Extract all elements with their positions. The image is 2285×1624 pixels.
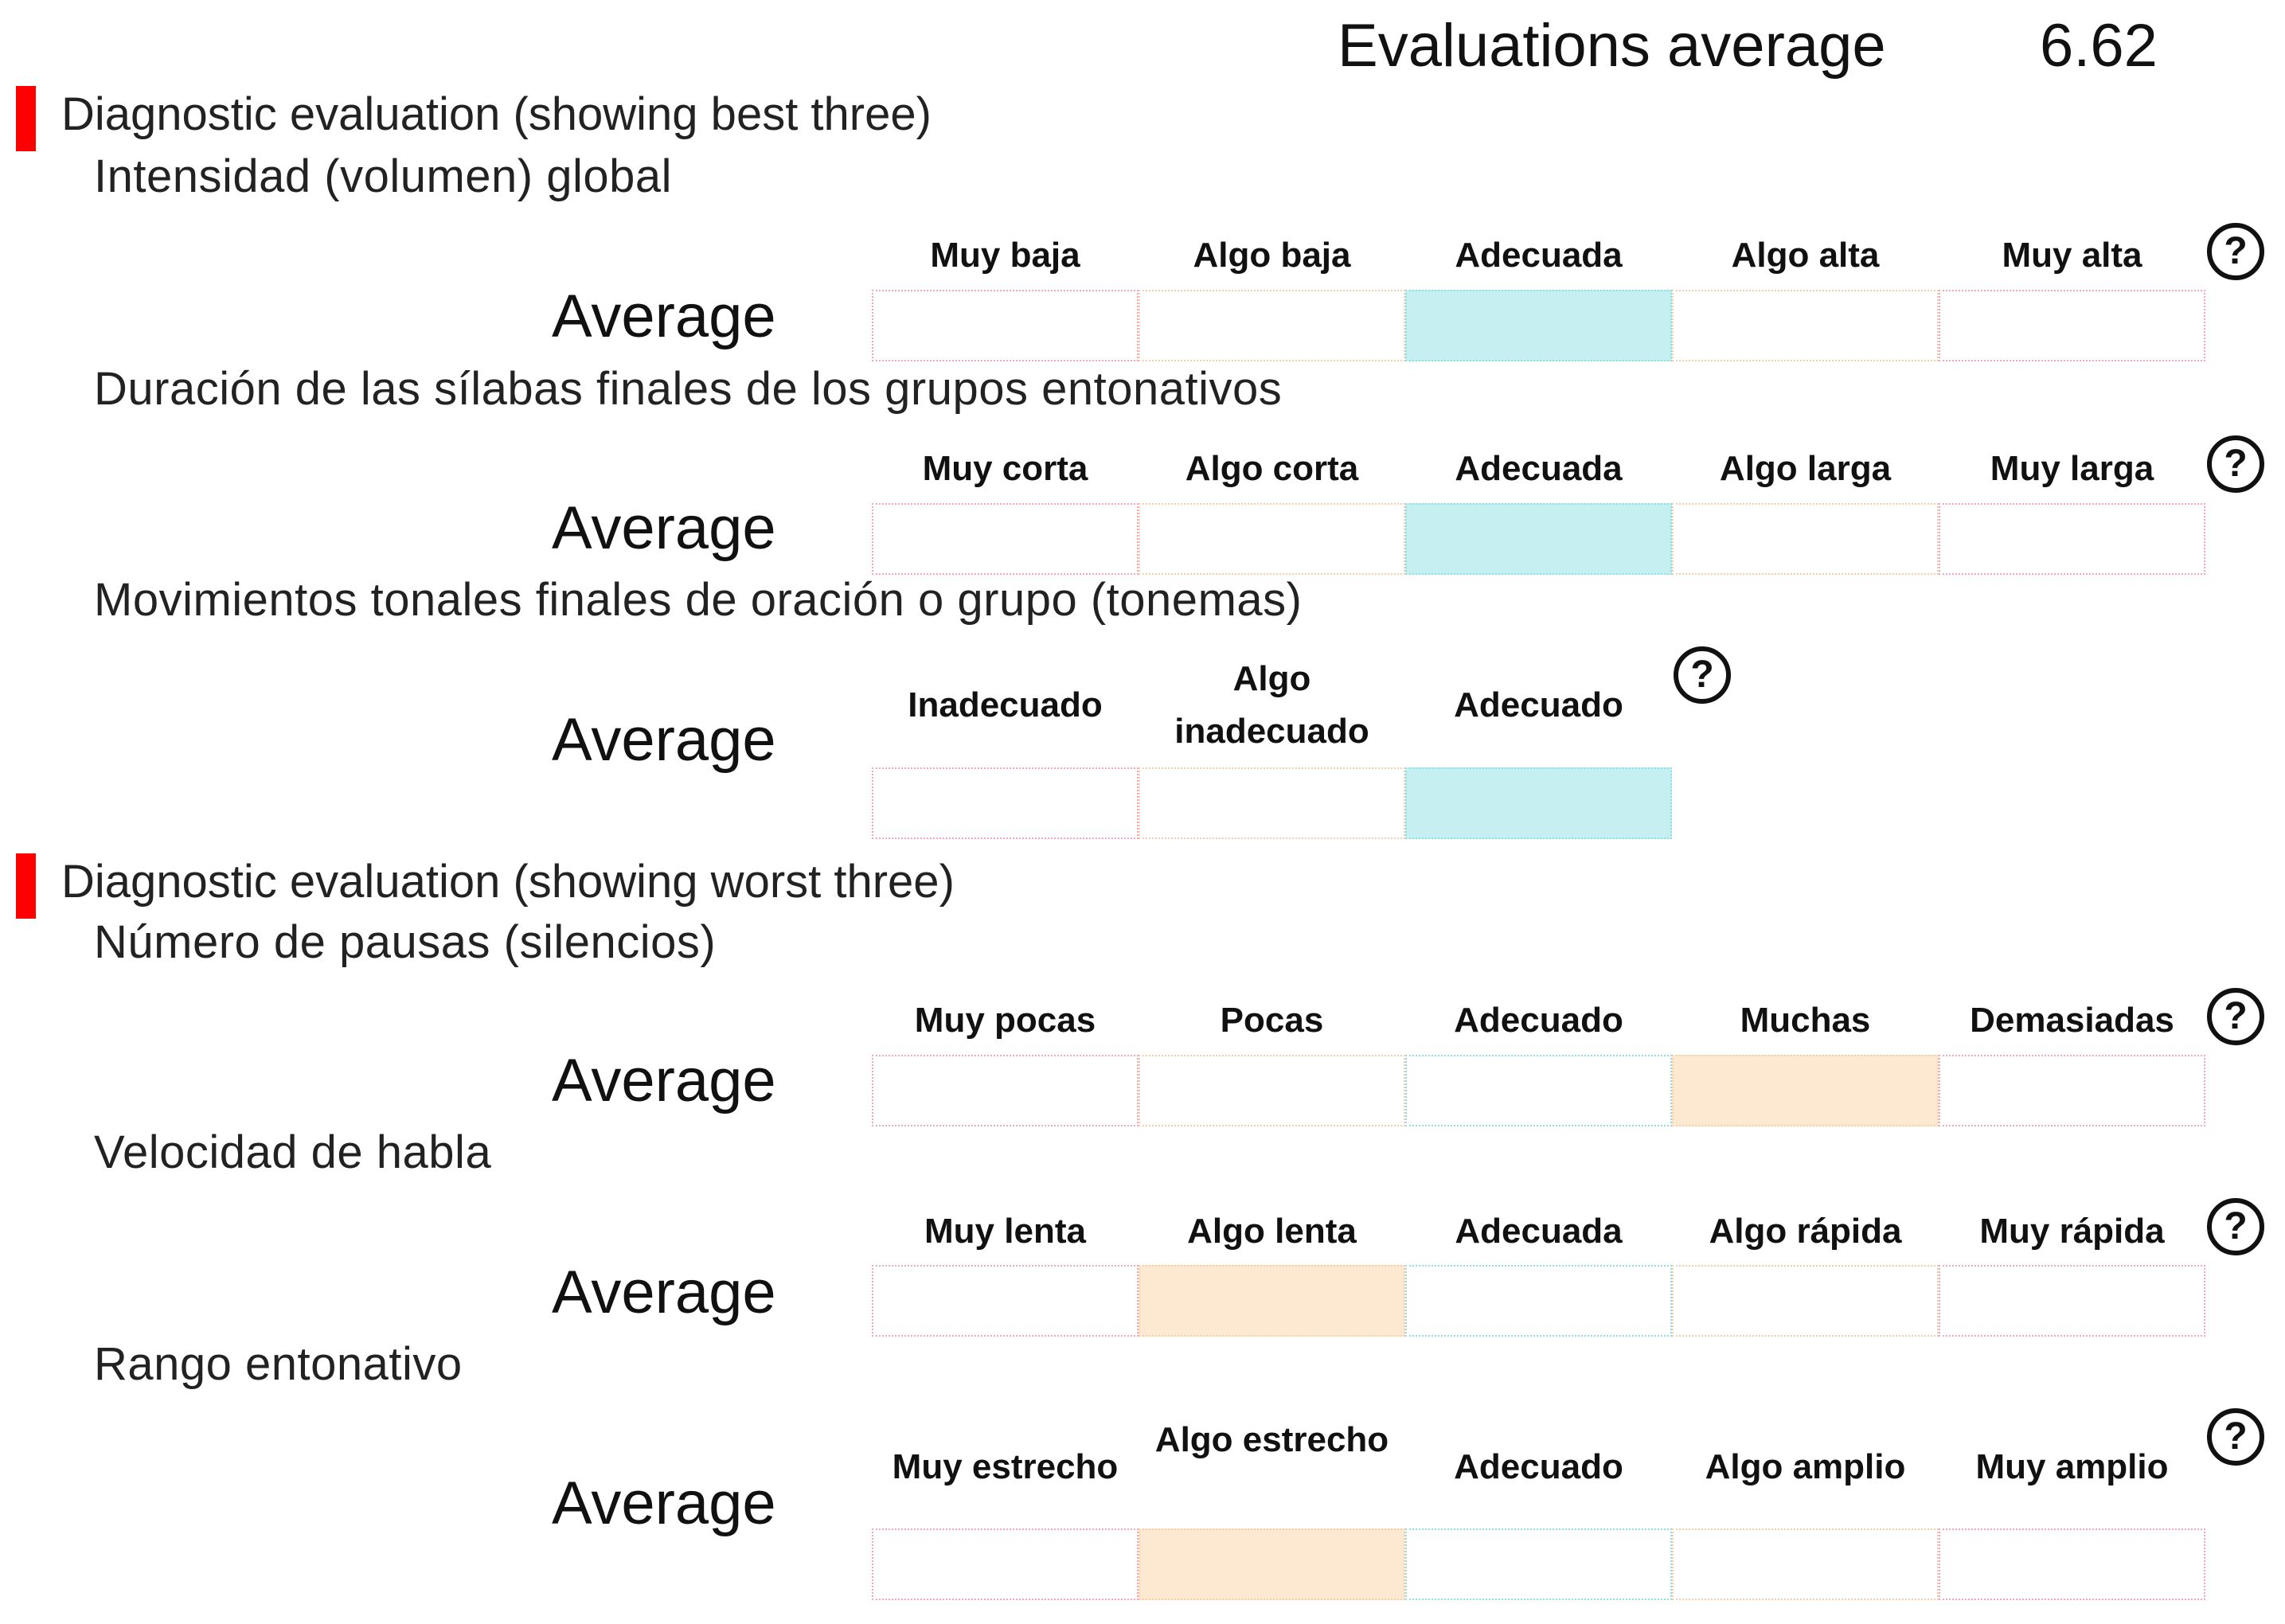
option-label: Muy corta bbox=[922, 449, 1088, 488]
section-marker bbox=[16, 86, 36, 151]
question-title: Velocidad de habla bbox=[94, 1126, 492, 1178]
option-label: Muy baja bbox=[930, 236, 1080, 275]
question-title: Duración de las sílabas finales de los g… bbox=[94, 363, 1283, 415]
rating-cell bbox=[1139, 1528, 1405, 1600]
rating-cell bbox=[1139, 503, 1405, 575]
option-label: Muchas bbox=[1740, 1001, 1871, 1040]
evaluations-average-value: 6.62 bbox=[2040, 12, 2158, 80]
rating-cell bbox=[1139, 1265, 1405, 1337]
rating-cell bbox=[1405, 290, 1672, 361]
rating-cell bbox=[1405, 1528, 1672, 1600]
rating-cell bbox=[1405, 1265, 1672, 1337]
option-label: Algo corta bbox=[1185, 449, 1359, 488]
average-label: Average bbox=[552, 1047, 776, 1115]
average-label: Average bbox=[552, 494, 776, 562]
rating-cell bbox=[1672, 1055, 1939, 1126]
option-label: Adecuada bbox=[1455, 449, 1623, 488]
question-circle-icon[interactable]: ? bbox=[2207, 435, 2264, 493]
rating-cell bbox=[872, 767, 1139, 839]
option-label: Muy amplio bbox=[1975, 1447, 2169, 1486]
rating-cell bbox=[1672, 503, 1939, 575]
option-label: Algo alta bbox=[1731, 236, 1880, 275]
option-label: Adecuada bbox=[1455, 236, 1623, 275]
rating-cell bbox=[1139, 1055, 1405, 1126]
section-title: Diagnostic evaluation (showing best thre… bbox=[61, 88, 932, 140]
rating-cell bbox=[1672, 1265, 1939, 1337]
rating-cell bbox=[1672, 1528, 1939, 1600]
question-title: Número de pausas (silencios) bbox=[94, 916, 717, 968]
section-title: Diagnostic evaluation (showing worst thr… bbox=[61, 856, 955, 908]
rating-cell bbox=[1939, 503, 2205, 575]
average-label: Average bbox=[552, 706, 776, 774]
option-label: Muy estrecho bbox=[892, 1447, 1119, 1486]
average-label: Average bbox=[552, 1259, 776, 1326]
average-label: Average bbox=[552, 283, 776, 350]
option-label: Inadecuado bbox=[908, 685, 1103, 724]
rating-cell bbox=[1405, 503, 1672, 575]
evaluations-average-label: Evaluations average bbox=[1338, 12, 1886, 80]
option-label: Algo larga bbox=[1719, 449, 1892, 488]
option-label: Algo inadecuado bbox=[1174, 659, 1369, 751]
option-label: Muy pocas bbox=[914, 1001, 1096, 1040]
rating-cell bbox=[1939, 1528, 2205, 1600]
option-label: Algo estrecho bbox=[1154, 1420, 1389, 1459]
question-circle-icon[interactable]: ? bbox=[2207, 1198, 2264, 1255]
rating-cell bbox=[1939, 290, 2205, 361]
question-circle-icon[interactable]: ? bbox=[2207, 988, 2264, 1045]
option-label: Muy alta bbox=[2002, 236, 2142, 275]
option-label: Adecuada bbox=[1455, 1212, 1623, 1251]
option-label: Muy larga bbox=[1990, 449, 2154, 488]
section-marker bbox=[16, 853, 36, 919]
rating-cell bbox=[872, 1528, 1139, 1600]
question-circle-icon[interactable]: ? bbox=[1674, 646, 1731, 704]
option-label: Algo lenta bbox=[1187, 1212, 1357, 1251]
option-label: Muy rápida bbox=[1979, 1212, 2165, 1251]
option-label: Muy lenta bbox=[924, 1212, 1086, 1251]
rating-cell bbox=[1139, 290, 1405, 361]
average-label: Average bbox=[552, 1470, 776, 1537]
question-title: Intensidad (volumen) global bbox=[94, 150, 673, 202]
option-label: Demasiadas bbox=[1970, 1001, 2174, 1040]
evaluations-average: Evaluations average 6.62 bbox=[1338, 11, 2181, 83]
option-label: Adecuado bbox=[1454, 1447, 1623, 1486]
rating-cell bbox=[1405, 767, 1672, 839]
rating-cell bbox=[1672, 290, 1939, 361]
option-label: Algo amplio bbox=[1705, 1447, 1906, 1486]
rating-cell bbox=[1939, 1055, 2205, 1126]
question-title: Movimientos tonales finales de oración o… bbox=[94, 574, 1303, 626]
option-label: Adecuado bbox=[1454, 1001, 1623, 1040]
section-best-three: Diagnostic evaluation (showing best thre… bbox=[16, 86, 1608, 151]
rating-cell bbox=[872, 1265, 1139, 1337]
rating-cell bbox=[872, 290, 1139, 361]
question-circle-icon[interactable]: ? bbox=[2207, 1408, 2264, 1466]
option-label: Algo baja bbox=[1193, 236, 1351, 275]
rating-cell bbox=[1405, 1055, 1672, 1126]
rating-cell bbox=[872, 1055, 1139, 1126]
rating-cell bbox=[1139, 767, 1405, 839]
question-title: Rango entonativo bbox=[94, 1338, 463, 1390]
option-label: Pocas bbox=[1220, 1001, 1324, 1040]
question-circle-icon[interactable]: ? bbox=[2207, 223, 2264, 280]
option-label: Algo rápida bbox=[1709, 1212, 1902, 1251]
rating-cell bbox=[872, 503, 1139, 575]
rating-cell bbox=[1939, 1265, 2205, 1337]
section-worst-three: Diagnostic evaluation (showing worst thr… bbox=[16, 853, 1608, 919]
option-label: Adecuado bbox=[1454, 685, 1623, 724]
